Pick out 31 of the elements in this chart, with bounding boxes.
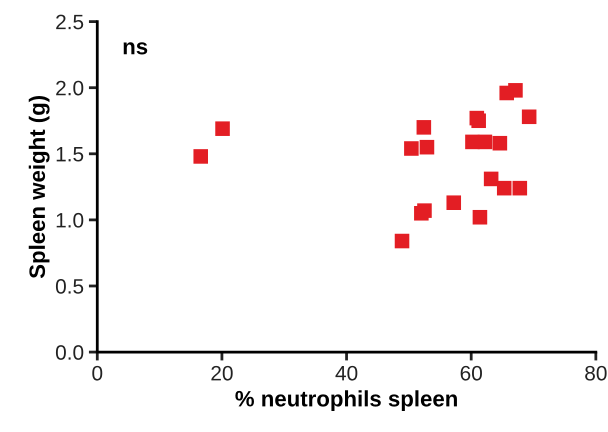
x-tick-label: 80 [585, 366, 607, 381]
point [394, 234, 410, 248]
y-axis-title: Spleen weight (g) [28, 96, 50, 278]
point [492, 136, 508, 150]
x-tick-label: 60 [460, 366, 482, 381]
x-tick-label: 40 [335, 366, 358, 381]
y-tick-label: 1.0 [56, 212, 84, 228]
point [215, 121, 230, 136]
point [471, 113, 486, 128]
point [416, 120, 432, 135]
point [478, 134, 492, 150]
point [417, 203, 432, 218]
y-tick-label: 2.0 [56, 80, 84, 96]
point [472, 210, 488, 225]
point [496, 180, 512, 196]
point [508, 83, 523, 98]
point [446, 195, 462, 210]
y-tick-label: 1.5 [56, 147, 84, 162]
y-tick-label: 0.5 [56, 278, 84, 294]
y-tick-label: 2.5 [56, 14, 84, 30]
point [522, 109, 536, 124]
point [512, 180, 528, 196]
x-tick-label: 20 [211, 366, 233, 381]
y-tick-label: 0.0 [56, 345, 84, 360]
point [420, 140, 434, 154]
point [484, 172, 498, 186]
point [404, 141, 419, 156]
point [193, 149, 208, 164]
annotation: ns [124, 42, 148, 54]
x-axis-title: % neutrophils spleen [235, 390, 457, 411]
x-tick-label: 0 [92, 366, 102, 381]
